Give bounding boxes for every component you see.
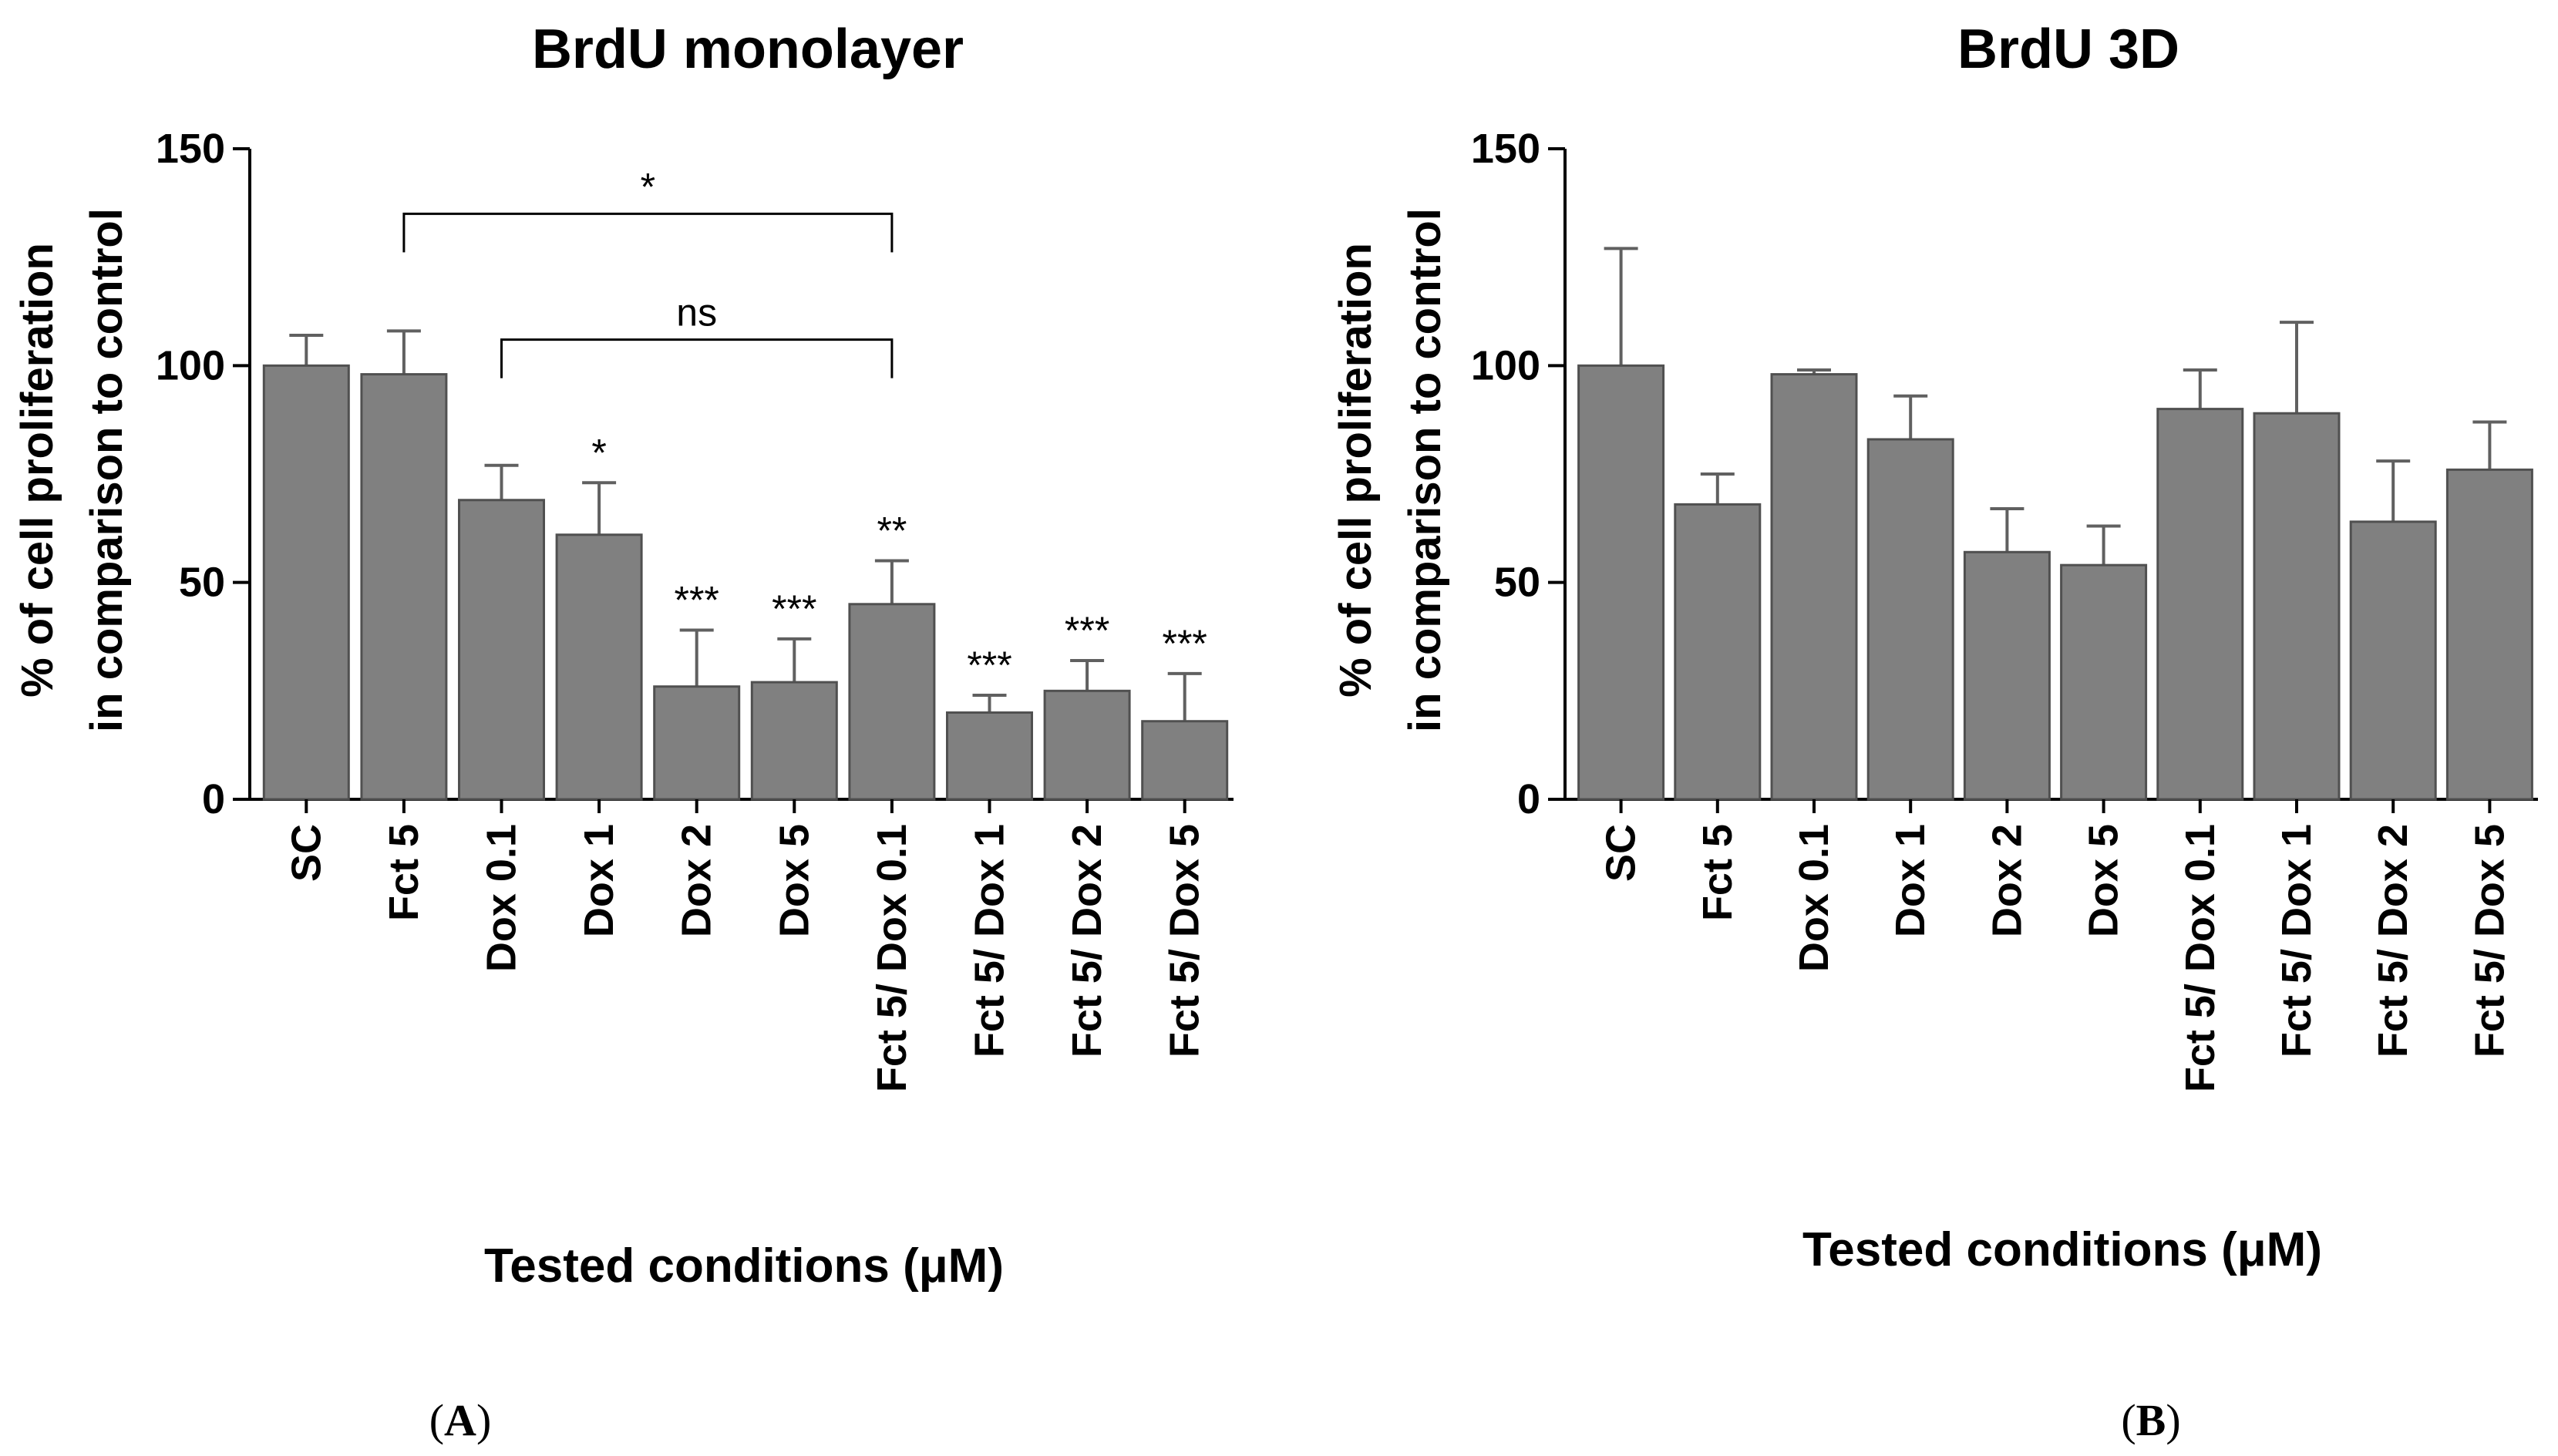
significance-marker: ** — [877, 509, 907, 553]
y-tick-label: 50 — [1494, 560, 1540, 606]
comparison-bracket — [402, 212, 894, 253]
significance-marker: *** — [1065, 609, 1109, 652]
bar — [1770, 373, 1858, 801]
category-label: Dox 2 — [674, 824, 720, 937]
panel-label-letter: B — [2136, 1395, 2166, 1445]
significance-marker: * — [591, 431, 606, 474]
category-label: Fct 5 — [381, 824, 427, 921]
y-tick-label: 50 — [179, 560, 225, 606]
y-axis-label-line: % of cell proliferation — [12, 243, 62, 698]
x-axis-label: Tested conditions (μM) — [1802, 1223, 2322, 1276]
category-label: Fct 5/ Dox 1 — [2274, 824, 2320, 1058]
panel-label-open: ( — [429, 1395, 444, 1445]
bar — [262, 364, 350, 801]
chart-title: BrdU monolayer — [532, 18, 964, 80]
y-axis-label-line: in comparison to control — [82, 208, 132, 732]
bar — [750, 681, 838, 801]
bar — [848, 603, 936, 801]
bar — [1043, 689, 1131, 801]
category-label: Fct 5/ Dox 0.1 — [869, 824, 915, 1092]
category-label: Fct 5/ Dox 0.1 — [2177, 824, 2223, 1092]
bar — [2349, 520, 2437, 801]
category-label: Fct 5/ Dox 5 — [2466, 824, 2513, 1058]
y-tick-label: 0 — [202, 776, 225, 822]
bar — [360, 373, 448, 801]
bar — [1577, 364, 1665, 801]
category-label: Dox 5 — [2081, 824, 2127, 937]
panel-b: BrdU 3D % of cell proliferation in compari… — [1331, 18, 2538, 1445]
category-label: Fct 5/ Dox 2 — [2370, 824, 2416, 1058]
panel-label-close: ) — [2166, 1395, 2180, 1445]
category-label: Fct 5/ Dox 5 — [1162, 824, 1208, 1058]
bar — [2253, 412, 2341, 801]
y-tick-label: 100 — [1471, 342, 1540, 388]
bracket-label: ns — [676, 291, 717, 335]
category-label: Dox 0.1 — [1791, 824, 1837, 972]
category-label: Dox 2 — [1984, 824, 2030, 937]
bar — [1141, 720, 1229, 801]
x-axis-label: Tested conditions (μM) — [484, 1239, 1004, 1293]
bar — [2060, 563, 2148, 801]
chart-title: BrdU 3D — [1957, 18, 2179, 80]
y-tick-label: 0 — [1517, 776, 1540, 822]
category-label: Fct 5/ Dox 1 — [967, 824, 1013, 1058]
bar — [1866, 438, 1954, 801]
significance-marker: *** — [772, 587, 816, 630]
y-axis-label-line: in comparison to control — [1400, 208, 1450, 732]
category-label: SC — [283, 824, 329, 882]
panel-label-open: ( — [2121, 1395, 2136, 1445]
significance-marker: *** — [1163, 622, 1207, 665]
bar — [458, 499, 545, 801]
bar — [1674, 503, 1762, 801]
y-tick-label: 100 — [156, 342, 225, 388]
panel-label-close: ) — [476, 1395, 491, 1445]
category-label: Dox 0.1 — [479, 824, 525, 972]
category-label: SC — [1598, 824, 1644, 882]
bar — [2156, 408, 2244, 801]
bar — [555, 533, 643, 801]
bar — [946, 711, 1033, 801]
category-label: Dox 1 — [576, 824, 622, 937]
bar — [653, 685, 741, 801]
comparison-bracket — [500, 338, 894, 378]
category-label: Fct 5 — [1695, 824, 1741, 921]
significance-marker: *** — [967, 644, 1011, 687]
bar — [2445, 468, 2533, 801]
y-axis-label-line: % of cell proliferation — [1331, 243, 1381, 698]
panel-a: BrdU monolayer % of cell proliferation in … — [12, 18, 1234, 1445]
y-tick-label: 150 — [156, 126, 225, 172]
category-label: Dox 5 — [771, 824, 817, 937]
category-label: Fct 5/ Dox 2 — [1064, 824, 1110, 1058]
category-label: Dox 1 — [1887, 824, 1934, 937]
significance-marker: *** — [675, 579, 719, 622]
panel-label: (B) — [2121, 1395, 2180, 1445]
y-tick-label: 150 — [1471, 126, 1540, 172]
panel-label-letter: A — [444, 1395, 476, 1445]
bracket-label: * — [641, 165, 655, 208]
bar — [1963, 550, 2051, 801]
panel-label: (A) — [429, 1395, 492, 1445]
